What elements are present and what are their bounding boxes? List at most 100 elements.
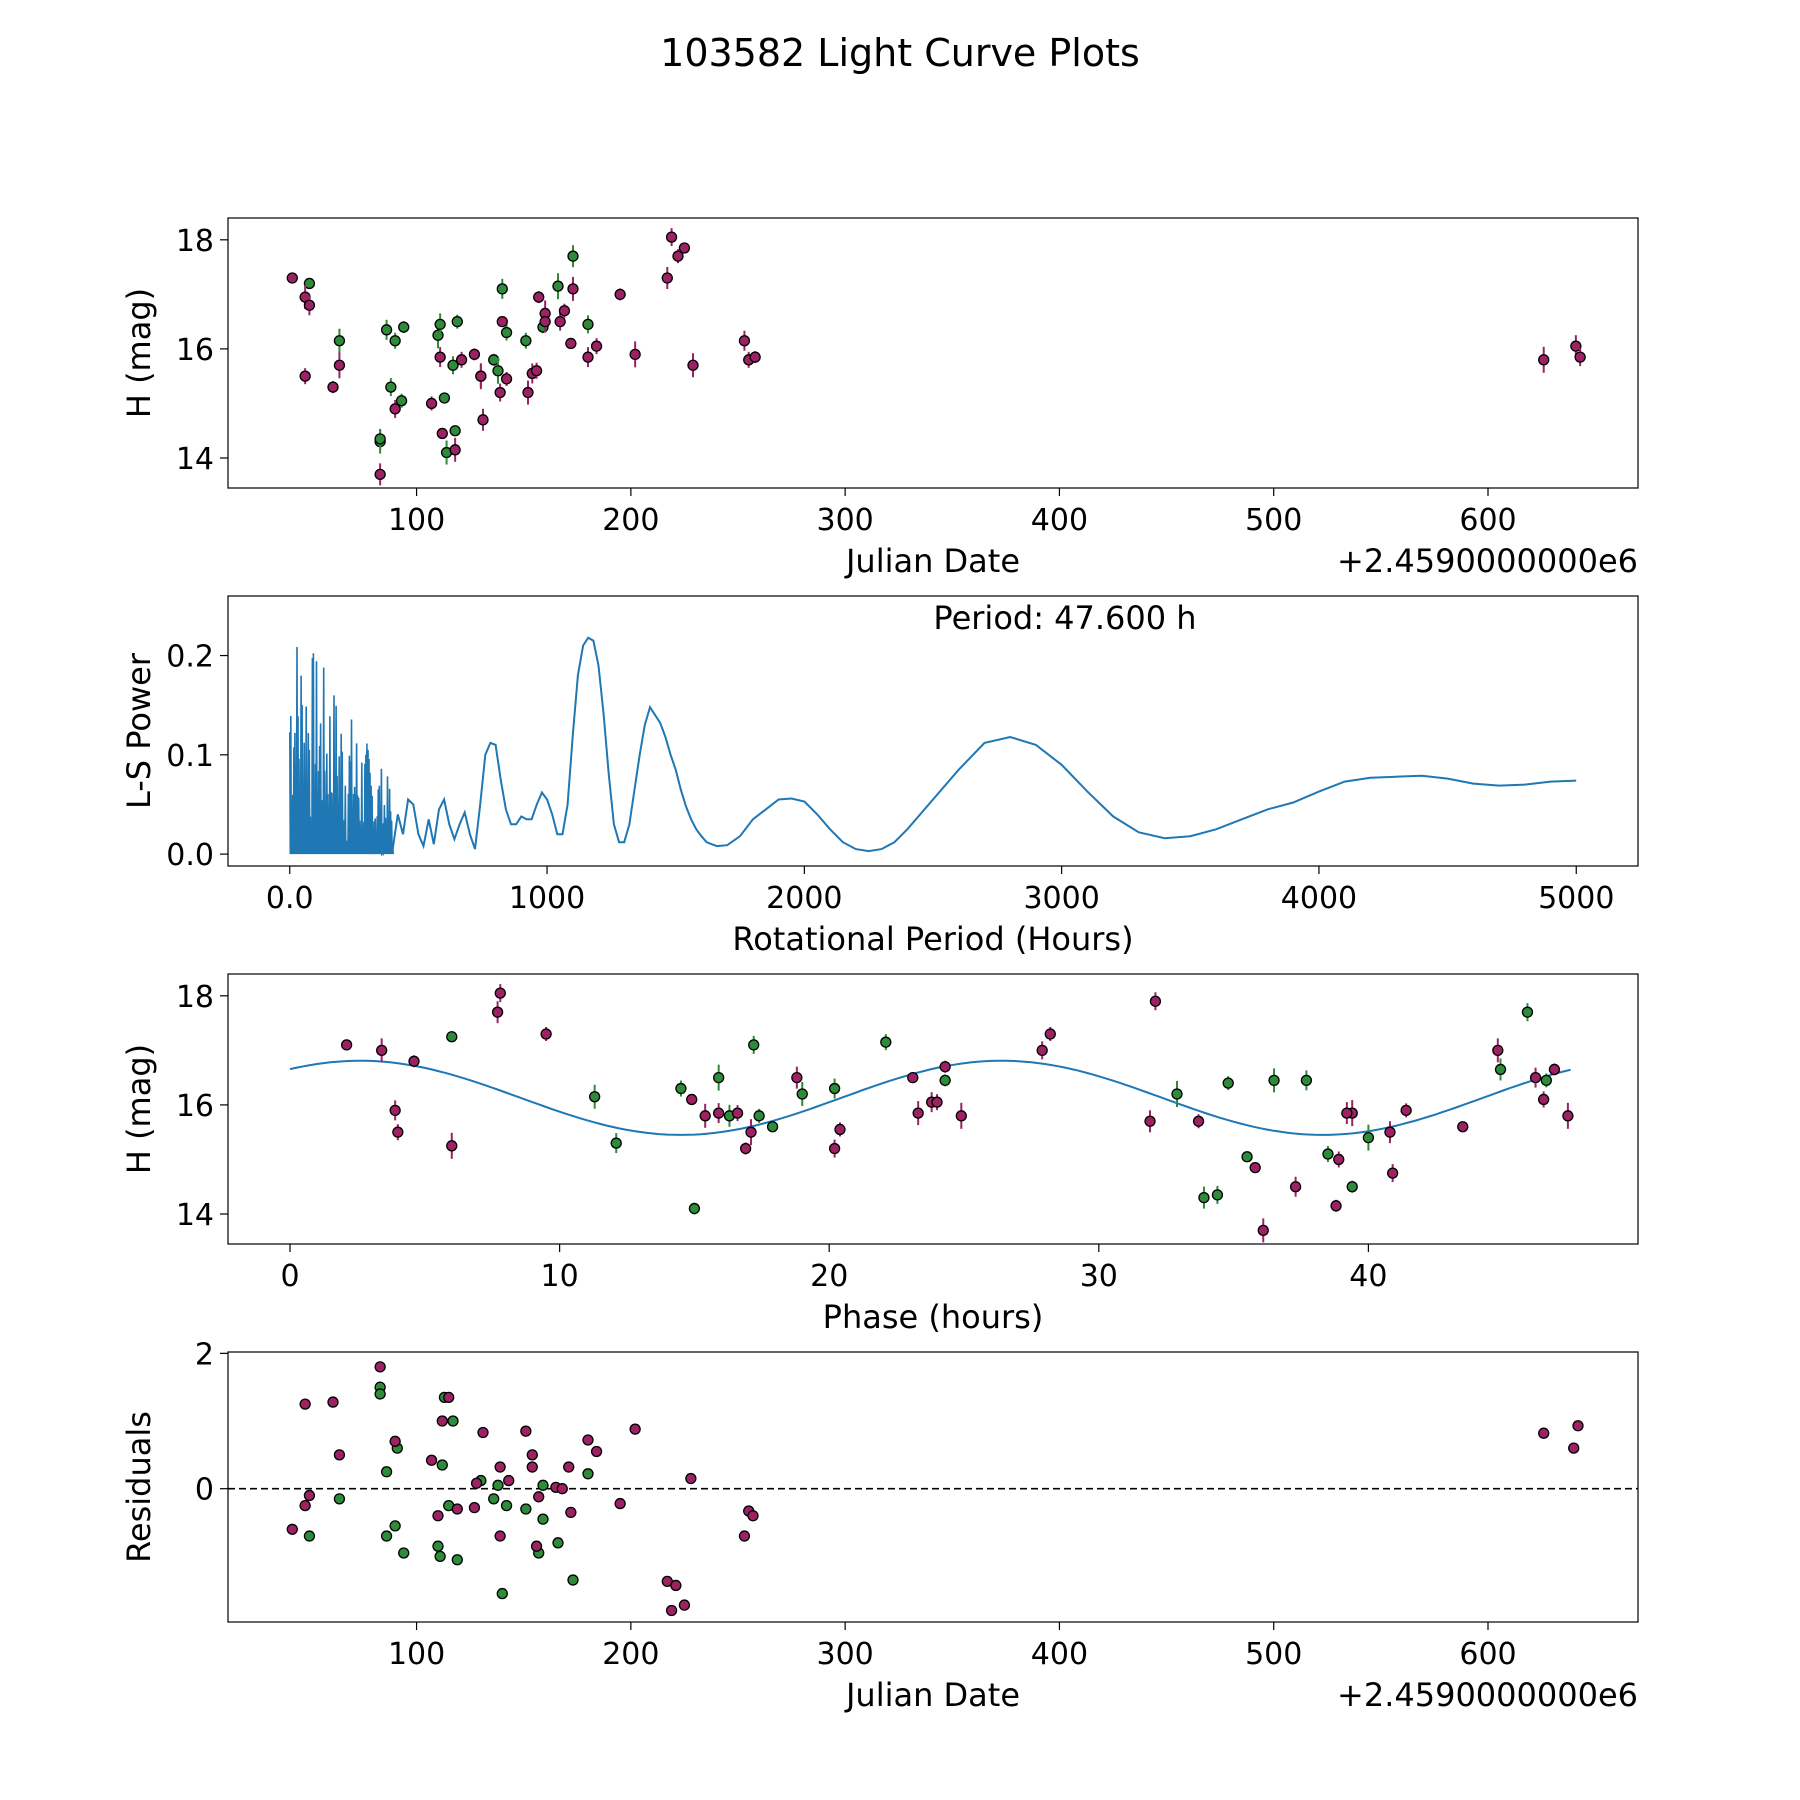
green-point <box>1268 1074 1280 1087</box>
purple-point <box>738 335 751 347</box>
green-point <box>675 1082 687 1095</box>
purple-point <box>475 370 487 382</box>
purple-point <box>389 1104 401 1117</box>
y-axis-label: Residuals <box>120 1411 158 1563</box>
purple-point <box>425 397 438 410</box>
green-point <box>374 433 386 445</box>
green-point <box>395 395 408 407</box>
green-point <box>796 1088 808 1100</box>
green-point <box>398 1547 410 1559</box>
purple-point <box>931 1096 943 1108</box>
axes-frame <box>227 595 1639 867</box>
purple-point <box>446 1140 458 1152</box>
purple-point <box>1568 1442 1580 1454</box>
axes-frame <box>227 973 1639 1245</box>
purple-point <box>425 1454 438 1466</box>
purple-point <box>1574 351 1586 363</box>
purple-point <box>565 1506 577 1519</box>
purple-point <box>1492 1044 1504 1057</box>
green-point <box>1346 1181 1358 1193</box>
purple-point <box>477 414 489 426</box>
purple-point <box>1570 340 1582 352</box>
x-offset-text: +2.4590000000e6 <box>1337 542 1638 580</box>
purple-point <box>1289 1181 1302 1193</box>
purple-point <box>468 348 481 361</box>
green-point <box>753 1110 765 1122</box>
purple-point <box>565 337 577 350</box>
purple-point <box>955 1110 967 1122</box>
purple-point <box>299 370 311 382</box>
purple-point <box>376 1044 388 1057</box>
power-noise-series <box>289 646 394 857</box>
purple-point <box>520 1425 532 1437</box>
green-point <box>449 425 461 437</box>
purple-point <box>533 1491 545 1503</box>
green-point <box>488 1493 500 1505</box>
y-tick-label: 0.1 <box>166 739 214 774</box>
green-point <box>537 1513 549 1525</box>
purple-point <box>389 403 401 415</box>
y-tick-label: 18 <box>176 224 214 259</box>
purple-point <box>672 250 684 262</box>
y-tick-label: 14 <box>176 442 214 477</box>
purple-point <box>327 1396 339 1408</box>
green-point <box>748 1039 760 1051</box>
x-tick-label: 200 <box>602 503 659 538</box>
purple-point <box>678 242 691 254</box>
purple-point <box>500 373 513 385</box>
green-point <box>492 365 504 377</box>
purple-point <box>392 1126 404 1138</box>
green-point <box>1198 1191 1210 1204</box>
purple-point <box>1572 1420 1584 1432</box>
purple-point <box>749 351 761 363</box>
x-tick-label: 3000 <box>1023 881 1099 916</box>
green-point <box>688 1202 701 1215</box>
purple-point <box>449 444 461 456</box>
purple-point <box>1036 1044 1048 1057</box>
purple-point <box>687 359 699 371</box>
green-point <box>567 250 579 262</box>
figure-title: 103582 Light Curve Plots <box>660 31 1140 75</box>
green-point <box>567 1574 579 1586</box>
purple-point <box>1400 1104 1412 1117</box>
periodogram-panel: 0.0 1000 2000 3000 4000 5000 0.0 0.1 0.2 Rotation… <box>120 595 1639 958</box>
green-point <box>496 1587 508 1600</box>
green-point <box>303 1530 316 1542</box>
purple-point <box>1044 1028 1056 1040</box>
green-point <box>610 1137 622 1149</box>
purple-point <box>1537 1093 1550 1106</box>
purple-point <box>494 386 506 399</box>
green-point <box>380 324 393 336</box>
green-point <box>582 1468 594 1480</box>
purple-point <box>912 1107 924 1119</box>
purple-point <box>739 1142 752 1155</box>
purple-point <box>614 1497 626 1510</box>
x-tick-label: 5000 <box>1538 881 1614 916</box>
x-tick-label: 0.0 <box>266 881 314 916</box>
purple-point <box>389 1435 401 1447</box>
green-point <box>303 277 316 290</box>
purple-point <box>685 1472 697 1485</box>
x-tick-label: 20 <box>810 1259 848 1294</box>
purple-point <box>494 987 506 999</box>
x-axis-label: Julian Date <box>844 1676 1020 1714</box>
green-point <box>432 329 444 341</box>
purple-point <box>699 1110 711 1122</box>
green-point <box>766 1121 779 1133</box>
x-tick-label: 200 <box>602 1637 659 1672</box>
purple-point <box>522 386 534 399</box>
purple-point <box>1341 1107 1353 1119</box>
purple-point <box>374 468 386 481</box>
purple-point <box>540 1028 552 1040</box>
purple-point <box>747 1510 759 1522</box>
purple-point <box>567 283 579 295</box>
y-tick-label: 0.0 <box>166 838 214 873</box>
purple-point <box>1538 354 1550 366</box>
purple-point <box>939 1061 951 1073</box>
green-point <box>520 1503 532 1515</box>
x-tick-label: 500 <box>1245 503 1302 538</box>
green-point <box>1171 1088 1183 1100</box>
x-tick-label: 40 <box>1349 1259 1387 1294</box>
green-point <box>380 1466 393 1478</box>
green-point <box>500 1499 513 1512</box>
